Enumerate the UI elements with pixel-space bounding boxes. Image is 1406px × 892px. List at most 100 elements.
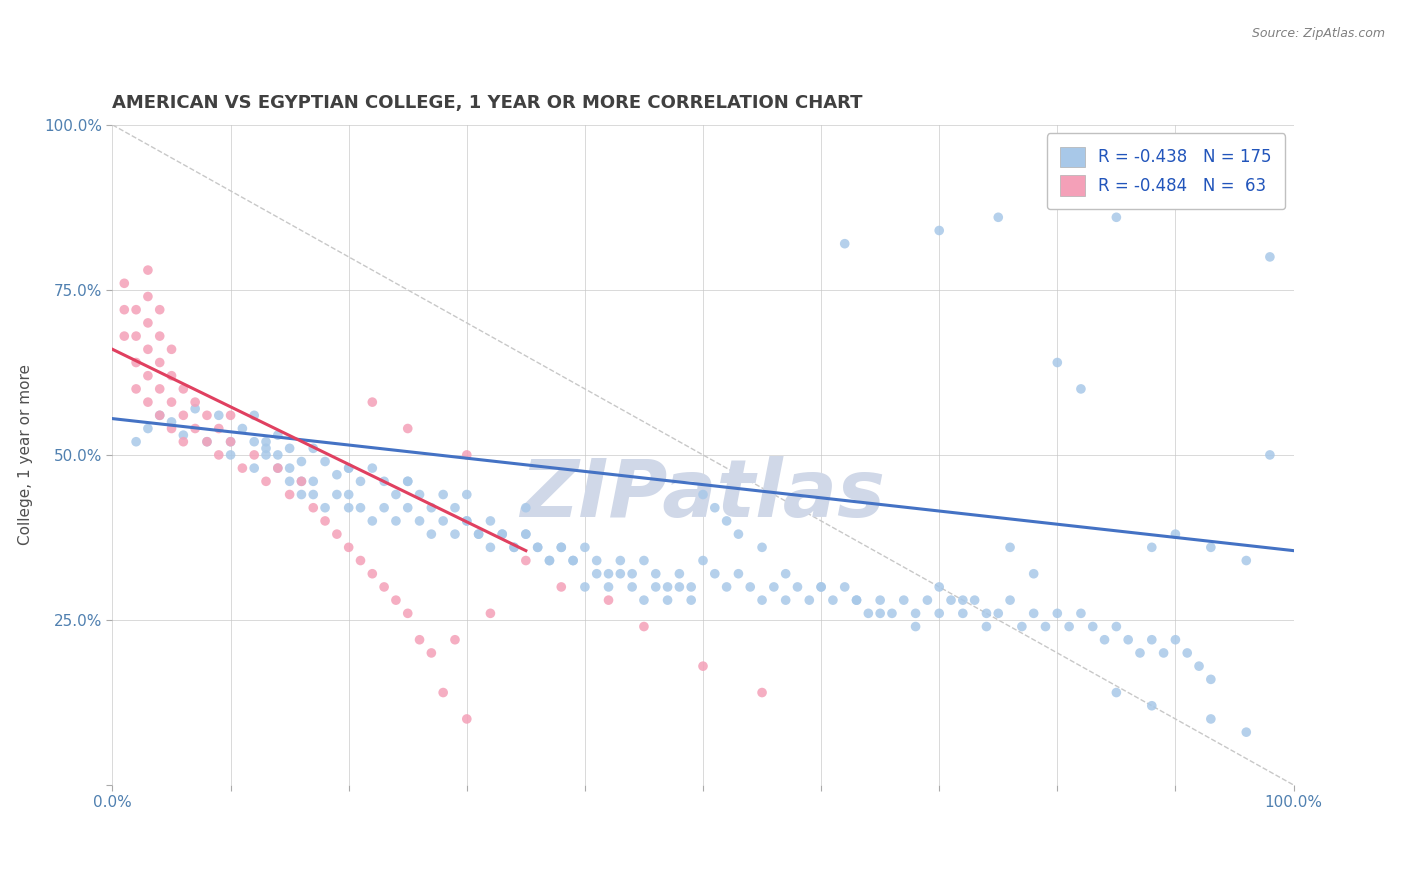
Point — [337, 461, 360, 475]
Point — [326, 467, 349, 482]
Point — [633, 619, 655, 633]
Point — [762, 580, 785, 594]
Point — [136, 263, 159, 277]
Point — [432, 487, 454, 501]
Point — [231, 461, 253, 475]
Point — [361, 395, 384, 409]
Point — [1022, 607, 1045, 621]
Point — [609, 553, 631, 567]
Point — [668, 580, 690, 594]
Point — [302, 475, 325, 489]
Point — [1022, 566, 1045, 581]
Point — [1140, 632, 1163, 647]
Point — [444, 527, 467, 541]
Point — [136, 343, 159, 357]
Point — [396, 475, 419, 489]
Point — [845, 593, 868, 607]
Point — [479, 514, 502, 528]
Point — [574, 580, 596, 594]
Point — [396, 421, 419, 435]
Point — [456, 514, 478, 528]
Point — [1199, 712, 1222, 726]
Point — [432, 514, 454, 528]
Point — [136, 395, 159, 409]
Point — [939, 593, 962, 607]
Point — [254, 434, 277, 449]
Point — [219, 434, 242, 449]
Point — [858, 607, 880, 621]
Point — [373, 580, 395, 594]
Point — [420, 527, 443, 541]
Point — [290, 454, 312, 468]
Point — [278, 461, 301, 475]
Point — [1140, 541, 1163, 555]
Point — [1011, 619, 1033, 633]
Point — [668, 566, 690, 581]
Point — [184, 401, 207, 416]
Point — [1234, 725, 1257, 739]
Point — [1153, 646, 1175, 660]
Point — [526, 541, 548, 555]
Point — [703, 500, 725, 515]
Point — [349, 475, 371, 489]
Point — [444, 632, 467, 647]
Point — [219, 448, 242, 462]
Point — [538, 553, 561, 567]
Point — [515, 527, 537, 541]
Point — [1035, 619, 1057, 633]
Point — [208, 421, 231, 435]
Point — [136, 421, 159, 435]
Point — [326, 487, 349, 501]
Point — [420, 500, 443, 515]
Point — [149, 409, 172, 423]
Point — [125, 302, 148, 317]
Point — [349, 500, 371, 515]
Point — [550, 580, 572, 594]
Point — [136, 368, 159, 383]
Point — [1105, 619, 1128, 633]
Point — [491, 527, 513, 541]
Point — [160, 343, 183, 357]
Text: AMERICAN VS EGYPTIAN COLLEGE, 1 YEAR OR MORE CORRELATION CHART: AMERICAN VS EGYPTIAN COLLEGE, 1 YEAR OR … — [112, 94, 863, 112]
Point — [952, 593, 974, 607]
Point — [515, 500, 537, 515]
Point — [243, 409, 266, 423]
Point — [219, 434, 242, 449]
Point — [290, 475, 312, 489]
Point — [278, 475, 301, 489]
Point — [408, 487, 430, 501]
Point — [467, 527, 489, 541]
Point — [373, 475, 395, 489]
Point — [172, 434, 194, 449]
Point — [208, 448, 231, 462]
Point — [479, 607, 502, 621]
Point — [1234, 553, 1257, 567]
Point — [408, 632, 430, 647]
Point — [149, 409, 172, 423]
Point — [1046, 197, 1069, 211]
Point — [1258, 448, 1281, 462]
Point — [149, 329, 172, 343]
Point — [1199, 673, 1222, 687]
Point — [526, 541, 548, 555]
Point — [963, 593, 986, 607]
Point — [254, 442, 277, 456]
Point — [385, 593, 408, 607]
Point — [1140, 698, 1163, 713]
Point — [444, 500, 467, 515]
Point — [184, 395, 207, 409]
Point — [751, 593, 773, 607]
Point — [716, 580, 738, 594]
Point — [657, 593, 679, 607]
Point — [337, 461, 360, 475]
Point — [1164, 632, 1187, 647]
Point — [834, 236, 856, 251]
Point — [361, 566, 384, 581]
Point — [681, 593, 703, 607]
Legend: R = -0.438   N = 175, R = -0.484   N =  63: R = -0.438 N = 175, R = -0.484 N = 63 — [1046, 133, 1285, 209]
Point — [633, 553, 655, 567]
Point — [456, 487, 478, 501]
Point — [219, 409, 242, 423]
Point — [621, 580, 644, 594]
Point — [716, 514, 738, 528]
